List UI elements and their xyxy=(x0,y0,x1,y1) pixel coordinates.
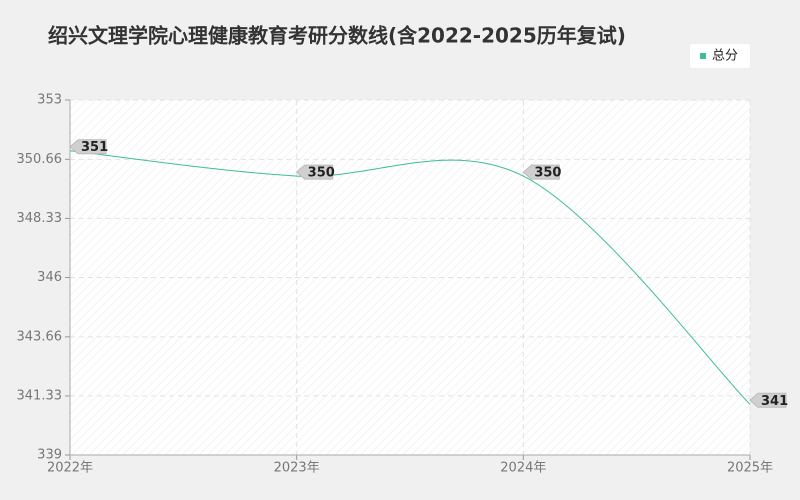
y-tick-label: 350.66 xyxy=(17,152,63,167)
x-tick-label: 2022年 xyxy=(47,461,93,476)
data-label-bg xyxy=(522,164,560,180)
x-tick-label: 2025年 xyxy=(727,461,773,476)
y-tick-label: 348.33 xyxy=(17,211,63,226)
legend-label: 总分 xyxy=(712,49,738,64)
plot-area xyxy=(70,100,750,455)
data-label-bg xyxy=(749,392,787,408)
series-line xyxy=(69,150,751,405)
x-tick-label: 2024年 xyxy=(500,461,546,476)
y-tick-label: 346 xyxy=(37,270,62,285)
legend-swatch xyxy=(700,53,706,59)
data-label-bg xyxy=(295,164,334,180)
chart-title: 绍兴文理学院心理健康教育考研分数线(含2022-2025历年复试) xyxy=(48,24,626,48)
legend-box xyxy=(690,44,750,68)
data-label: 351 xyxy=(81,140,108,155)
data-label: 341 xyxy=(761,394,788,409)
y-tick-label: 339 xyxy=(37,448,62,463)
y-tick-label: 343.66 xyxy=(17,329,63,344)
data-label-bg xyxy=(69,139,107,155)
y-tick-label: 353 xyxy=(37,93,62,108)
y-tick-label: 341.33 xyxy=(17,388,63,403)
data-label: 350 xyxy=(534,166,561,181)
x-tick-label: 2023年 xyxy=(274,461,320,476)
data-label: 350 xyxy=(308,166,335,181)
